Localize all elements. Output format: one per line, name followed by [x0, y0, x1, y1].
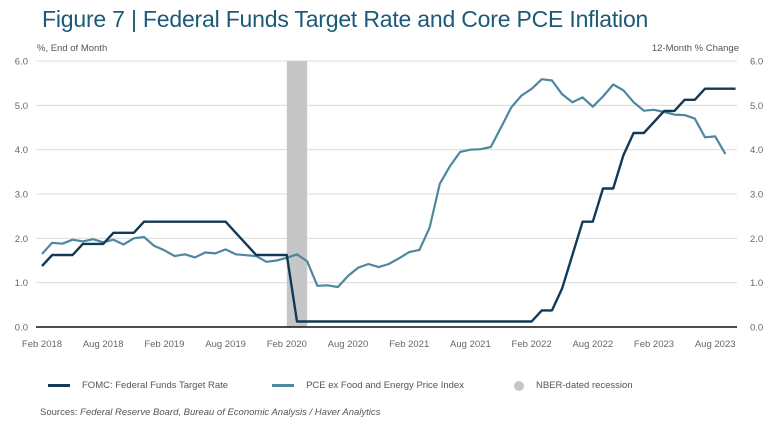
chart-title: Figure 7 | Federal Funds Target Rate and… — [42, 6, 649, 32]
sources-prefix: Sources: — [40, 407, 81, 418]
series-lines — [41, 78, 736, 323]
recession-band-group — [286, 61, 308, 327]
sources-text: Federal Reserve Board, Bureau of Economi… — [80, 407, 381, 418]
series-line-fed-funds — [41, 87, 736, 323]
legend: FOMC: Federal Funds Target Rate PCE ex F… — [48, 380, 677, 391]
y-axis-right: 0.0 1.0 2.0 3.0 4.0 5.0 6.0 — [750, 57, 763, 334]
y-tick-right: 0.0 — [750, 323, 763, 334]
x-tick-label: Aug 2018 — [83, 339, 124, 350]
x-tick-label: Aug 2023 — [695, 339, 736, 350]
gridlines — [36, 60, 737, 284]
recession-band — [286, 61, 308, 327]
x-tick-label: Feb 2019 — [144, 339, 184, 350]
x-tick-label: Aug 2019 — [205, 339, 246, 350]
y-tick-right: 3.0 — [750, 190, 763, 201]
right-axis-label: 12-Month % Change — [651, 43, 739, 54]
line-chart: 0.0 1.0 2.0 3.0 4.0 5.0 6.0 0.0 1.0 2.0 3.0 4.0 5.0… — [15, 57, 763, 351]
y-tick-left: 6.0 — [15, 57, 28, 68]
x-tick-label: Aug 2022 — [572, 339, 613, 350]
x-tick-label: Aug 2021 — [450, 339, 491, 350]
x-tick-label: Aug 2020 — [328, 339, 369, 350]
legend-item-recession: NBER-dated recession — [508, 380, 633, 391]
legend-item-fed-funds: FOMC: Federal Funds Target Rate — [48, 380, 228, 391]
y-tick-right: 1.0 — [750, 278, 763, 289]
x-tick-label: Feb 2018 — [22, 339, 62, 350]
left-axis-label: %, End of Month — [37, 43, 108, 54]
x-tick-label: Feb 2020 — [267, 339, 307, 350]
y-tick-right: 5.0 — [750, 101, 763, 112]
x-tick-label: Feb 2021 — [389, 339, 429, 350]
y-tick-right: 4.0 — [750, 145, 763, 156]
x-tick-label: Feb 2022 — [512, 339, 552, 350]
y-tick-left: 3.0 — [15, 190, 28, 201]
x-tick-label: Feb 2023 — [634, 339, 674, 350]
legend-label-recession: NBER-dated recession — [535, 380, 633, 391]
y-tick-right: 6.0 — [750, 57, 763, 68]
y-tick-left: 1.0 — [15, 278, 28, 289]
series-line-pce — [41, 78, 727, 289]
legend-label-pce: PCE ex Food and Energy Price Index — [306, 380, 464, 391]
y-tick-right: 2.0 — [750, 234, 763, 245]
y-tick-left: 5.0 — [15, 101, 28, 112]
sources-note: Sources: Federal Reserve Board, Bureau o… — [40, 407, 380, 418]
legend-dot-recession — [513, 380, 524, 391]
y-tick-left: 0.0 — [15, 323, 28, 334]
y-tick-left: 4.0 — [15, 145, 28, 156]
y-tick-left: 2.0 — [15, 234, 28, 245]
legend-swatch-fed-funds — [48, 384, 70, 387]
legend-swatch-pce — [272, 384, 295, 387]
x-axis: Feb 2018 Aug 2018 Feb 2019 Aug 2019 Feb 2020… — [22, 339, 736, 350]
legend-item-pce: PCE ex Food and Energy Price Index — [272, 380, 464, 391]
y-axis-left: 0.0 1.0 2.0 3.0 4.0 5.0 6.0 — [15, 57, 28, 334]
legend-label-fed-funds: FOMC: Federal Funds Target Rate — [82, 380, 229, 391]
